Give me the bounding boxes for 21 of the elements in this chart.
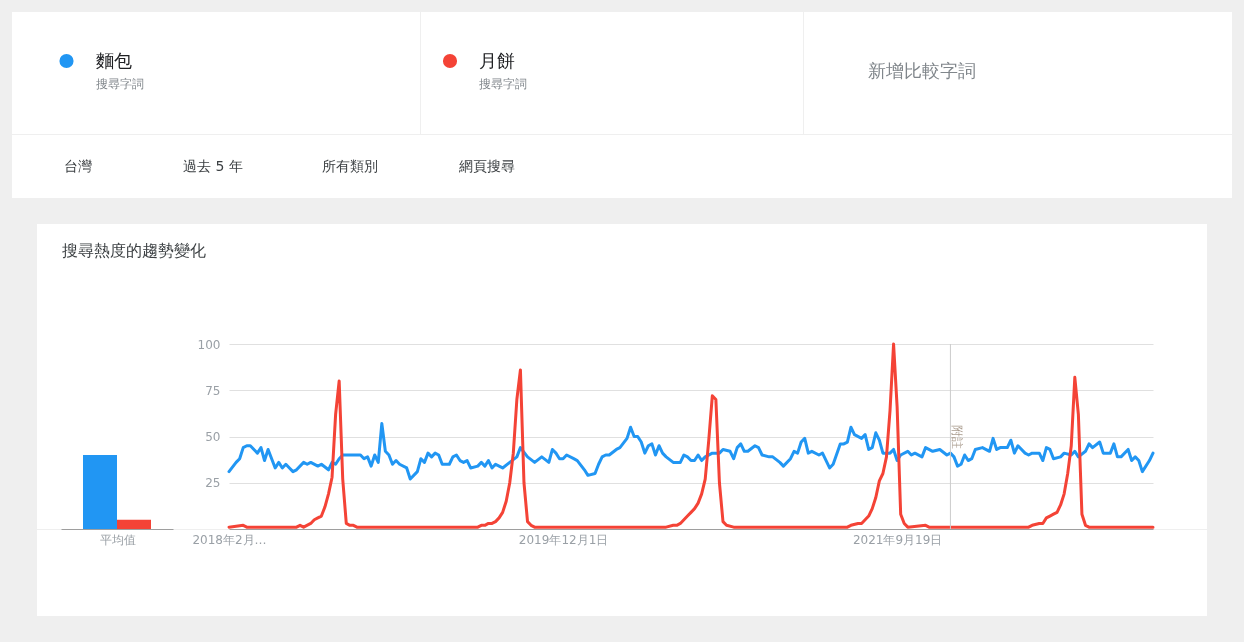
y-tick-label: 25 bbox=[205, 476, 221, 491]
ref-line-label: 附註 bbox=[950, 425, 965, 449]
x-tick-label: 2018年2月… bbox=[192, 532, 267, 547]
y-tick-label: 100 bbox=[197, 337, 221, 352]
line-series bbox=[227, 342, 1155, 529]
legend-label: 月餅 bbox=[479, 50, 515, 71]
text: 網頁搜尋 bbox=[458, 158, 515, 174]
text: 搜尋字詞 bbox=[479, 77, 527, 91]
y-tick-label: 50 bbox=[205, 430, 221, 444]
text: 過去 5 年 bbox=[183, 158, 243, 174]
chart-title: 搜尋熱度的趨勢變化 bbox=[62, 241, 206, 260]
x-tick-label: 平均值 bbox=[99, 532, 136, 547]
text: 搜尋字詞 bbox=[96, 77, 144, 91]
text: 台灣 bbox=[64, 158, 92, 174]
y-tick-label: 75 bbox=[205, 383, 221, 398]
text: 新增比較字詞 bbox=[868, 60, 976, 81]
text: 所有類別 bbox=[322, 158, 378, 174]
legend-label: 麵包 bbox=[96, 50, 132, 71]
x-tick-label: 2019年12月1日 bbox=[518, 532, 609, 547]
x-tick-label: 2021年9月19日 bbox=[852, 532, 943, 547]
line-series bbox=[227, 422, 1155, 481]
